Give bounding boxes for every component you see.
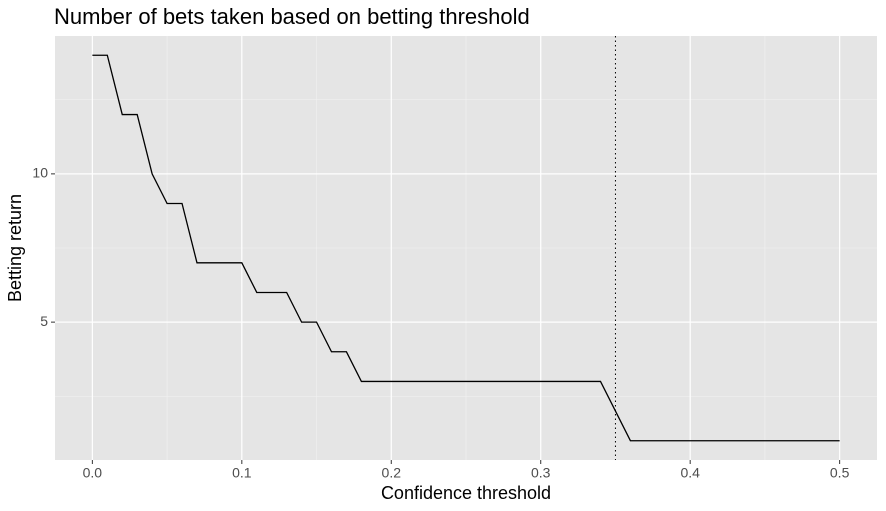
line — [92, 54, 840, 442]
x-axis-title: Confidence threshold — [381, 483, 551, 503]
y-tick-label: 5 — [40, 313, 48, 329]
x-tick-label: 0.4 — [680, 465, 700, 481]
y-tick-label: 10 — [32, 165, 48, 181]
x-tick-label: 0.3 — [531, 465, 551, 481]
x-tick-label: 0.5 — [830, 465, 850, 481]
x-tick-label: 0.1 — [232, 465, 252, 481]
y-axis-title: Betting return — [5, 194, 25, 302]
x-tick-label: 0.2 — [382, 465, 402, 481]
x-tick-label: 0.0 — [83, 465, 103, 481]
chart-title: Number of bets taken based on betting th… — [54, 4, 530, 29]
